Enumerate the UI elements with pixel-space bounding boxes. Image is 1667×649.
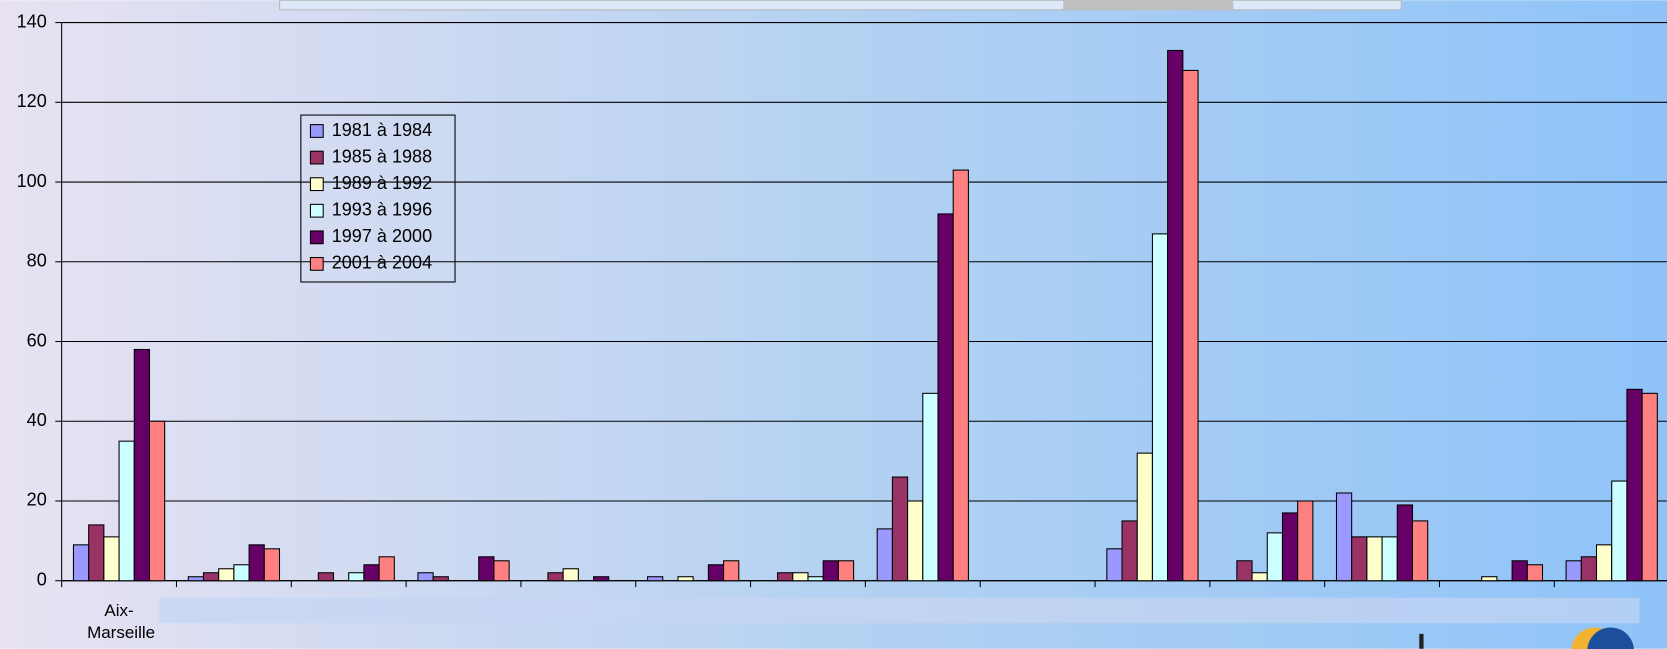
- bar: [907, 500, 924, 582]
- bar: [103, 536, 120, 582]
- bar: [248, 544, 265, 582]
- bar: [432, 576, 449, 582]
- bar: [1595, 544, 1613, 582]
- bar: [1565, 560, 1582, 582]
- bar: [1281, 512, 1299, 582]
- bar: [1351, 536, 1368, 582]
- bar: [1151, 233, 1169, 582]
- bar: [187, 576, 205, 582]
- bar: [118, 440, 135, 582]
- bar: [822, 560, 839, 582]
- legend-swatch: [309, 124, 324, 138]
- legend-box: [300, 114, 456, 283]
- bar: [922, 392, 939, 582]
- bar: [263, 548, 281, 582]
- bar: [1335, 492, 1353, 582]
- bar: [133, 348, 151, 582]
- legend-swatch: [309, 177, 324, 192]
- bar: [1511, 560, 1528, 582]
- bar: [593, 576, 610, 582]
- bar: [1526, 564, 1544, 582]
- bar: [677, 576, 694, 582]
- bar: [1167, 49, 1184, 582]
- bar: [1136, 452, 1153, 582]
- bar: [148, 420, 166, 582]
- logo: [1419, 627, 1634, 649]
- bar: [1580, 556, 1598, 582]
- bar: [202, 572, 220, 582]
- bar: [1411, 520, 1429, 582]
- bar: [1481, 576, 1498, 582]
- bar: [777, 572, 794, 582]
- bar: [1121, 520, 1138, 582]
- bar: [417, 572, 434, 582]
- bar: [837, 560, 855, 582]
- legend-swatch: [309, 256, 324, 271]
- y-tick-label: 20: [27, 490, 47, 510]
- y-tick-label: 60: [27, 330, 47, 350]
- bar: [807, 576, 824, 582]
- legend-swatch: [309, 203, 324, 218]
- bar: [348, 572, 365, 582]
- bar: [317, 572, 335, 582]
- legend-label: 1985 à 1988: [332, 146, 432, 166]
- bar: [233, 564, 250, 582]
- top-strip: [279, 0, 1402, 11]
- bar: [1641, 392, 1658, 582]
- bar: [493, 560, 510, 582]
- x-tick-label: Aix-Marseille: [87, 600, 156, 642]
- bar: [876, 528, 893, 582]
- bar: [363, 564, 380, 582]
- bar: [723, 560, 740, 582]
- legend-swatch: [309, 150, 324, 165]
- bar: [1611, 480, 1628, 582]
- legend-swatch: [309, 230, 324, 245]
- bar: [937, 213, 954, 582]
- bar: [1236, 560, 1253, 582]
- y-tick-label: 120: [17, 91, 47, 111]
- bar: [1266, 532, 1283, 582]
- bar: [378, 556, 395, 582]
- bar: [647, 576, 664, 582]
- bar: [478, 556, 495, 582]
- bar: [562, 568, 579, 582]
- bar: [1182, 69, 1199, 582]
- bar: [1297, 500, 1314, 582]
- bar: [707, 564, 725, 582]
- y-tick-label: 40: [27, 410, 47, 430]
- bar: [1106, 548, 1123, 582]
- bar: [1251, 572, 1268, 582]
- legend-label: 2001 à 2004: [332, 253, 432, 273]
- legend-label: 1997 à 2000: [332, 226, 432, 246]
- legend-label: 1993 à 1996: [332, 200, 432, 220]
- bar: [952, 169, 969, 582]
- bar: [1396, 504, 1414, 582]
- bar: [1626, 388, 1643, 582]
- bar: [891, 476, 909, 582]
- bar: [1366, 536, 1383, 582]
- y-tick-label: 80: [27, 251, 47, 271]
- y-tick-label: 140: [17, 11, 47, 31]
- y-tick-label: 100: [17, 171, 47, 191]
- y-tick-label: 0: [37, 569, 47, 589]
- bar: [72, 544, 90, 582]
- bar: [792, 572, 809, 582]
- legend-label: 1981 à 1984: [332, 120, 432, 140]
- bar: [218, 568, 235, 582]
- bar: [547, 572, 564, 582]
- bar: [88, 524, 105, 582]
- legend-label: 1989 à 1992: [332, 173, 432, 193]
- image-strip: [159, 597, 1640, 624]
- bar: [1381, 536, 1398, 582]
